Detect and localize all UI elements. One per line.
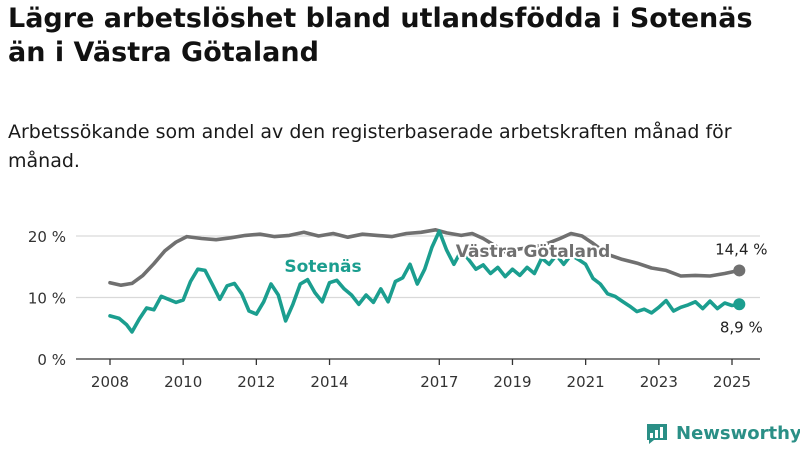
x-tick-label: 2008 [91, 373, 129, 391]
x-tick-label: 2025 [713, 373, 751, 391]
y-tick-label: 0 % [37, 351, 66, 369]
series-labels: Västra Götaland Sotenäs 14,4 % 8,9 % [282, 238, 769, 338]
end-value-vastra-gotaland: 14,4 % [715, 240, 767, 258]
chart-subtitle: Arbetssökande som andel av den registerb… [8, 121, 732, 172]
x-tick-label: 2014 [310, 373, 348, 391]
series-line-vastra-gotaland [108, 228, 742, 287]
gridlines [76, 235, 760, 299]
x-tick-label: 2010 [164, 373, 202, 391]
x-tick-label: 2012 [237, 373, 275, 391]
x-axis: 2008 2010 2012 2014 2017 2019 2021 2023 2025 [76, 358, 760, 391]
series-lines [108, 228, 746, 334]
newsworthy-logo-icon [647, 424, 667, 444]
series-label-sotenas: Sotenäs [284, 257, 361, 277]
end-value-sotenas: 8,9 % [720, 318, 763, 336]
y-tick-label: 10 % [28, 290, 66, 308]
series-end-marker [733, 298, 746, 311]
x-tick-label: 2023 [640, 373, 678, 391]
y-tick-label: 20 % [28, 228, 66, 246]
y-axis: 0 % 10 % 20 % [28, 228, 66, 369]
series-label-vastra-gotaland: Västra Götaland [456, 242, 611, 262]
brand-logo: Newsworthy [645, 420, 800, 446]
x-tick-label: 2019 [493, 373, 531, 391]
chart-title: Lägre arbetslöshet bland utlandsfödda i … [8, 3, 753, 68]
series-line-sotenas [108, 229, 742, 334]
series-end-marker [733, 264, 746, 277]
x-tick-label: 2017 [420, 373, 458, 391]
x-tick-label: 2021 [567, 373, 605, 391]
brand-name: Newsworthy [676, 422, 800, 444]
